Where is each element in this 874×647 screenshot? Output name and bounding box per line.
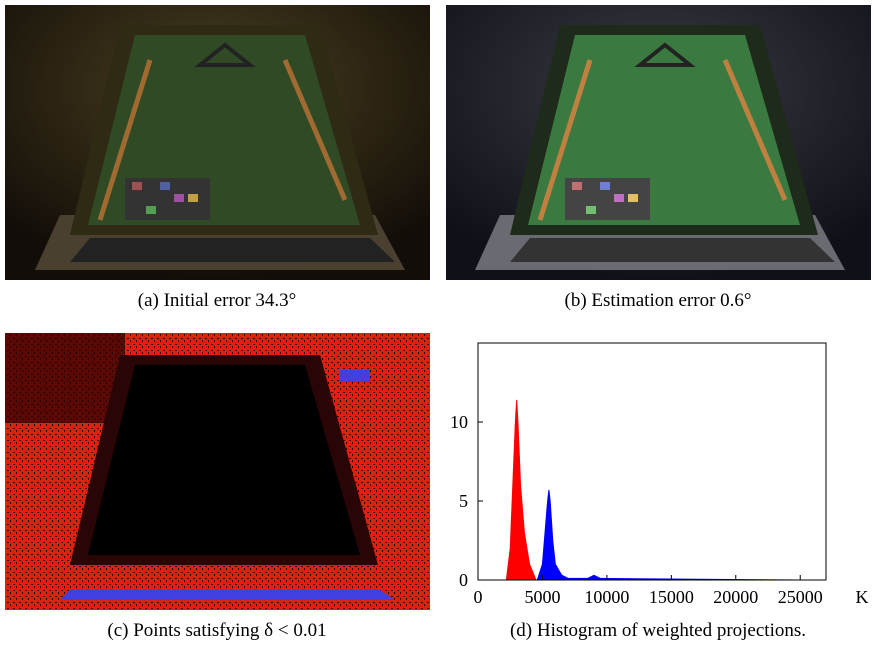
photo-b [446, 5, 871, 280]
photo-a [5, 5, 430, 280]
y-tick-label: 10 [450, 412, 468, 432]
photo-c [5, 333, 430, 610]
x-tick-label: 25000 [778, 587, 823, 607]
area [505, 399, 537, 581]
x-tick-label: 20000 [713, 587, 758, 607]
y-tick-label: 0 [459, 570, 468, 590]
x-tick-label: 0 [474, 587, 483, 607]
caption: (d) Histogram of weighted projections. [510, 620, 806, 641]
plot-frame [477, 342, 827, 581]
caption: (b) Estimation error 0.6° [565, 290, 752, 311]
y-tick-label: 5 [459, 491, 468, 511]
x-tick-label: 5000 [524, 587, 560, 607]
histogram: 0 5000 10000 15000 20000 25000 0 5 10 K [450, 342, 869, 607]
x-axis-label: K [856, 587, 869, 607]
x-tick-label: 10000 [584, 587, 629, 607]
caption: (c) Points satisfying δ < 0.01 [107, 620, 326, 641]
caption: (a) Initial error 34.3° [138, 290, 296, 311]
x-tick-label: 15000 [649, 587, 694, 607]
area [536, 489, 801, 581]
